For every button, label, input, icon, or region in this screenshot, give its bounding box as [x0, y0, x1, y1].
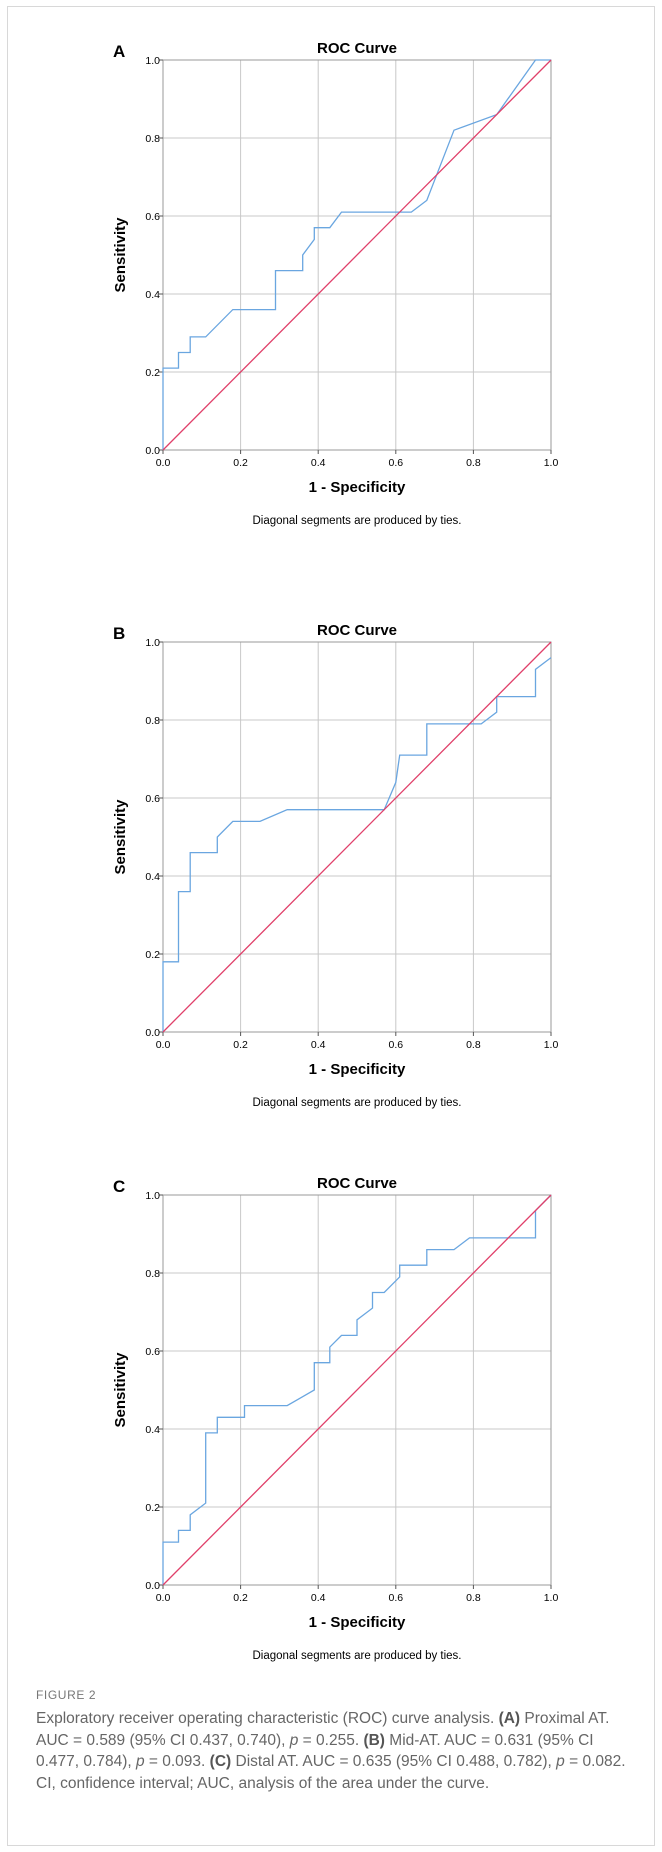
y-tick-label: 0.8: [145, 1268, 160, 1280]
x-tick-label: 0.2: [233, 1039, 248, 1051]
figure-caption-text: Exploratory receiver operating character…: [36, 1708, 636, 1794]
x-tick-label: 1.0: [544, 1039, 559, 1051]
x-tick-label: 0.8: [466, 1039, 481, 1051]
caption-run: Mid-AT. AUC = 0.631 (95% CI 0.477, 0.784…: [36, 1731, 594, 1771]
roc-curve-line: [162, 59, 551, 450]
plot-frame: [162, 59, 552, 451]
caption-run: = 0.082. CI, confidence interval; AUC, a…: [36, 1753, 626, 1792]
chart-title: ROC Curve: [317, 622, 397, 639]
caption-run: Exploratory receiver operating character…: [36, 1710, 499, 1727]
chart-footnote: Diagonal segments are produced by ties.: [252, 1097, 461, 1109]
y-axis-label: Sensitivity: [112, 1352, 129, 1428]
roc-panel-b: B ROC Curve 0.0 0.0 0.2 0.2 0.4 0.4 0.6 0.6 0.8 0.8…: [0, 582, 662, 1109]
x-tick-label: 0.2: [233, 1592, 248, 1604]
y-tick-label: 0.8: [145, 715, 160, 727]
y-tick-label: 0.6: [145, 1346, 160, 1358]
caption-run: (B): [363, 1731, 385, 1749]
x-tick-label: 1.0: [544, 1592, 559, 1604]
plot-frame: [162, 1194, 552, 1586]
roc-chart-svg: A ROC Curve 0.00.0 0.2 0.2 0.4 0.4 0.6 0.6 0.8 0.8…: [112, 40, 559, 527]
panel-label: B: [113, 624, 125, 643]
caption-run: (C): [209, 1753, 232, 1770]
y-tick-label: 0.4: [145, 871, 160, 883]
y-tick-label: 0.4: [145, 289, 160, 301]
x-tick-label: 0.8: [466, 1592, 481, 1604]
x-tick-label: 0.8: [466, 457, 481, 469]
figure-caption: FIGURE 2 Exploratory receiver operating …: [36, 1688, 636, 1794]
y-tick-label: 0.0: [145, 1580, 160, 1592]
x-tick-label: 0.4: [311, 1039, 326, 1051]
roc-panel-c: C ROC Curve 0.0 0.0 0.2 0.2 0.4 0.4 0.6 0.6 0.8 0.8…: [0, 1135, 662, 1662]
caption-run: Distal AT. AUC = 0.635 (95% CI 0.488, 0.…: [231, 1753, 557, 1770]
x-tick-label: 0.4: [311, 1592, 326, 1604]
panel-label: C: [113, 1177, 125, 1196]
x-tick-label: 0.6: [388, 1592, 403, 1604]
reference-diagonal-line: [162, 59, 552, 451]
caption-run: = 0.255.: [298, 1731, 364, 1749]
x-tick-label: 0.2: [233, 457, 248, 469]
x-tick-label: 0.6: [388, 1039, 403, 1051]
x-tick-label: 0.6: [388, 457, 403, 469]
y-tick-label: 1.0: [145, 1190, 160, 1202]
panel-label: A: [113, 42, 125, 61]
chart-footnote: Diagonal segments are produced by ties.: [252, 515, 461, 527]
caption-run: p: [556, 1753, 565, 1770]
y-tick-label: 0.6: [145, 793, 160, 805]
y-tick-label: 1.0: [145, 55, 160, 67]
y-tick-label: 0.2: [145, 949, 160, 961]
figure-frame: [7, 6, 655, 1846]
y-axis-label: Sensitivity: [112, 217, 129, 293]
y-tick-label: 0.8: [145, 133, 160, 145]
reference-diagonal-line: [162, 1194, 552, 1586]
figure-label: FIGURE 2: [36, 1688, 97, 1702]
caption-run: (A): [498, 1710, 521, 1727]
y-tick-label: 0.0: [145, 1027, 160, 1039]
x-axis-label: 1 - Specificity: [309, 1614, 406, 1631]
y-tick-label: 1.0: [145, 637, 160, 649]
caption-run: = 0.093.: [144, 1753, 210, 1770]
reference-diagonal-line: [162, 641, 552, 1033]
caption-run: Proximal AT. AUC = 0.589 (95% CI 0.437, …: [36, 1710, 610, 1749]
y-tick-label: 0.0: [145, 445, 160, 457]
chart-footnote: Diagonal segments are produced by ties.: [252, 1650, 461, 1662]
roc-curve-line: [162, 1194, 552, 1585]
x-tick-label: 1.0: [544, 457, 559, 469]
y-tick-label: 0.2: [145, 367, 160, 379]
plot-frame: [162, 641, 552, 1033]
x-tick-label: 0.0: [156, 1592, 171, 1604]
roc-curve-line: [162, 657, 552, 1032]
roc-chart-svg: B ROC Curve 0.00.0 0.2 0.2 0.4 0.4 0.6 0.6 0.8 0.8…: [112, 622, 559, 1109]
chart-title: ROC Curve: [317, 1175, 397, 1192]
roc-panel-a: A ROC Curve 0.0 0.0 0.2 0.2 0.4 0.4 0.6 0.6 0.8 0.8…: [0, 0, 662, 527]
x-tick-label: 0.0: [156, 1039, 171, 1051]
y-tick-label: 0.6: [145, 211, 160, 223]
caption-run: p: [135, 1753, 145, 1770]
x-tick-label: 0.4: [311, 457, 326, 469]
y-axis-label: Sensitivity: [112, 799, 129, 875]
caption-run: p: [289, 1731, 299, 1749]
roc-chart-svg: C ROC Curve 0.00.0 0.2 0.2 0.4 0.4 0.6 0.6 0.8 0.8…: [112, 1175, 559, 1662]
y-tick-label: 0.2: [145, 1502, 160, 1514]
x-tick-label: 0.0: [156, 457, 171, 469]
chart-title: ROC Curve: [317, 40, 397, 57]
x-axis-label: 1 - Specificity: [309, 1061, 406, 1078]
y-tick-label: 0.4: [145, 1424, 160, 1436]
x-axis-label: 1 - Specificity: [309, 479, 406, 496]
